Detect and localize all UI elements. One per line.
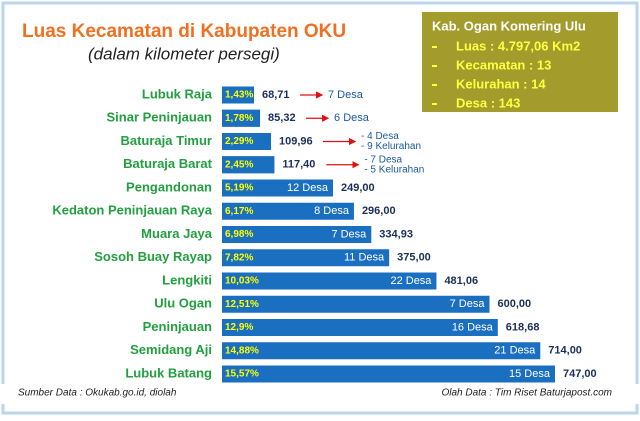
category-label: Sinar Peninjauan <box>107 110 213 125</box>
bar <box>222 179 333 197</box>
share-cell <box>222 109 261 127</box>
share-label: 2,29% <box>225 136 253 147</box>
village-label: 7 Desa <box>328 89 364 101</box>
value-label: 481,06 <box>444 275 478 287</box>
share-label: 12,51% <box>225 299 259 310</box>
value-label: 747,00 <box>563 368 597 380</box>
bullet <box>432 103 437 105</box>
bar <box>222 319 498 336</box>
bar <box>222 249 390 267</box>
summary-item: Kelurahan : 14 <box>456 76 546 91</box>
summary-item: Kecamatan : 13 <box>456 57 551 72</box>
share-cell <box>222 156 275 174</box>
bullet <box>432 65 437 67</box>
value-label: 375,00 <box>397 252 431 264</box>
share-label: 6,98% <box>225 229 253 240</box>
village-label: - 4 Desa <box>361 131 399 142</box>
value-label: 68,71 <box>262 89 290 101</box>
category-label: Baturaja Timur <box>120 133 212 148</box>
category-label: Baturaja Barat <box>123 156 213 171</box>
bar <box>222 295 490 313</box>
category-label: Peninjauan <box>143 319 212 334</box>
category-label: Lengkiti <box>162 272 212 287</box>
bar <box>222 226 372 243</box>
summary-item: Luas : 4.797,06 Km2 <box>456 38 580 53</box>
village-label: 11 Desa <box>344 252 385 264</box>
value-label: 334,93 <box>379 228 413 240</box>
bar <box>222 202 354 220</box>
share-label: 1,78% <box>225 113 253 124</box>
value-label: 109,96 <box>279 135 313 147</box>
share-label: 14,88% <box>225 345 259 356</box>
share-label: 10,03% <box>225 276 259 287</box>
category-label: Pengandonan <box>126 179 212 194</box>
village-label: 12 Desa <box>287 182 329 194</box>
category-label: Kedaton Peninjauan Raya <box>52 203 212 218</box>
category-label: Ulu Ogan <box>154 296 212 311</box>
chart-subtitle: (dalam kilometer persegi) <box>88 44 280 63</box>
share-cell <box>222 133 272 150</box>
category-label: Muara Jaya <box>141 226 213 241</box>
bar <box>222 272 437 290</box>
village-label: 15 Desa <box>509 368 551 380</box>
source: Sumber Data : Okukab.go.id, diolah <box>18 388 177 399</box>
bullet <box>432 84 437 86</box>
bar <box>222 342 541 360</box>
summary-box <box>422 12 618 112</box>
chart-title: Luas Kecamatan di Kabupaten OKU <box>22 21 346 42</box>
share-label: 15,57% <box>225 369 259 380</box>
value-label: 296,00 <box>362 205 396 217</box>
village-label: 16 Desa <box>452 321 494 333</box>
share-label: 5,19% <box>225 183 253 194</box>
village-label: - 9 Kelurahan <box>361 141 421 152</box>
value-label: 249,00 <box>341 182 375 194</box>
summary-title: Kab. Ogan Komering Ulu <box>432 18 586 33</box>
village-label: 21 Desa <box>494 345 536 357</box>
village-label: 7 Desa <box>331 228 367 240</box>
summary-item: Desa : 143 <box>456 95 520 110</box>
category-label: Semidang Aji <box>130 342 212 357</box>
value-label: 600,00 <box>497 298 531 310</box>
village-label: 22 Desa <box>390 275 432 287</box>
village-label: 7 Desa <box>450 298 486 310</box>
share-label: 12,9% <box>225 322 253 333</box>
category-label: Lubuk Raja <box>142 86 213 101</box>
footer <box>0 384 640 404</box>
bar <box>222 365 555 383</box>
share-label: 1,43% <box>225 90 253 101</box>
category-label: Sosoh Buay Rayap <box>94 249 212 264</box>
village-label: 6 Desa <box>334 112 370 124</box>
value-label: 618,68 <box>506 321 540 333</box>
share-label: 6,17% <box>225 206 253 217</box>
village-label: 8 Desa <box>314 205 350 217</box>
share-label: 7,82% <box>225 252 253 263</box>
value-label: 117,40 <box>282 159 315 171</box>
category-label: Lubuk Batang <box>125 365 212 380</box>
village-label: - 7 Desa <box>364 154 402 165</box>
village-label: - 5 Kelurahan <box>364 164 424 175</box>
value-label: 714,00 <box>548 345 582 357</box>
bullet <box>432 46 437 48</box>
share-label: 2,45% <box>225 159 253 170</box>
credit: Olah Data : Tim Riset Baturjapost.com <box>441 388 612 399</box>
value-label: 85,32 <box>268 112 296 124</box>
share-cell <box>222 86 254 104</box>
